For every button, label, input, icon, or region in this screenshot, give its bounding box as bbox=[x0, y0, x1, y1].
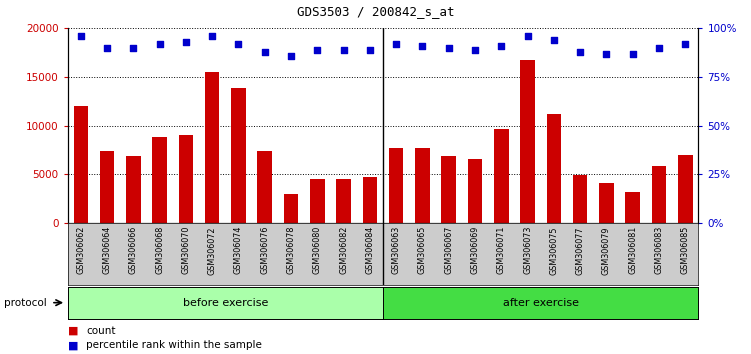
Text: before exercise: before exercise bbox=[182, 298, 268, 308]
Text: protocol: protocol bbox=[4, 298, 47, 308]
Point bbox=[443, 45, 455, 51]
Bar bbox=[363, 177, 377, 223]
Point bbox=[153, 41, 165, 47]
Bar bbox=[152, 137, 167, 223]
Point bbox=[496, 43, 508, 48]
Bar bbox=[678, 155, 692, 223]
Text: GSM306084: GSM306084 bbox=[366, 226, 374, 274]
Point bbox=[626, 51, 638, 56]
Bar bbox=[520, 61, 535, 223]
Text: GSM306074: GSM306074 bbox=[234, 226, 243, 274]
Text: GSM306064: GSM306064 bbox=[103, 226, 111, 274]
Point bbox=[574, 49, 586, 55]
Text: GSM306066: GSM306066 bbox=[129, 226, 137, 274]
Text: GSM306067: GSM306067 bbox=[445, 226, 453, 274]
Text: GSM306063: GSM306063 bbox=[392, 226, 400, 274]
Point bbox=[101, 45, 113, 51]
Point bbox=[311, 47, 323, 52]
Text: count: count bbox=[86, 326, 116, 336]
Point bbox=[233, 41, 245, 47]
Bar bbox=[231, 88, 246, 223]
Bar bbox=[179, 135, 193, 223]
Point bbox=[521, 33, 533, 39]
Text: after exercise: after exercise bbox=[502, 298, 579, 308]
Text: GSM306078: GSM306078 bbox=[287, 226, 295, 274]
Point bbox=[548, 37, 560, 43]
Point bbox=[75, 33, 87, 39]
Text: GSM306080: GSM306080 bbox=[313, 226, 321, 274]
Point bbox=[653, 45, 665, 51]
Point bbox=[258, 49, 270, 55]
Point bbox=[128, 45, 140, 51]
Bar bbox=[74, 106, 88, 223]
Text: GSM306076: GSM306076 bbox=[261, 226, 269, 274]
Text: GSM306083: GSM306083 bbox=[655, 226, 663, 274]
Bar bbox=[205, 72, 219, 223]
Text: GSM306085: GSM306085 bbox=[681, 226, 689, 274]
Point bbox=[180, 39, 192, 45]
Text: GDS3503 / 200842_s_at: GDS3503 / 200842_s_at bbox=[297, 5, 454, 18]
Bar bbox=[389, 148, 403, 223]
Bar bbox=[626, 192, 640, 223]
Text: GSM306081: GSM306081 bbox=[629, 226, 637, 274]
Text: GSM306077: GSM306077 bbox=[576, 226, 584, 275]
Bar bbox=[547, 114, 561, 223]
Text: GSM306082: GSM306082 bbox=[339, 226, 348, 274]
Bar bbox=[442, 156, 456, 223]
Bar bbox=[573, 175, 587, 223]
Bar bbox=[284, 194, 298, 223]
Text: GSM306068: GSM306068 bbox=[155, 226, 164, 274]
Text: GSM306073: GSM306073 bbox=[523, 226, 532, 274]
Bar bbox=[100, 151, 114, 223]
Text: GSM306069: GSM306069 bbox=[471, 226, 479, 274]
Bar bbox=[336, 179, 351, 223]
Point bbox=[469, 47, 481, 52]
Text: GSM306062: GSM306062 bbox=[77, 226, 85, 274]
Text: GSM306070: GSM306070 bbox=[182, 226, 190, 274]
Text: ■: ■ bbox=[68, 326, 78, 336]
Bar bbox=[652, 166, 666, 223]
Bar bbox=[468, 159, 482, 223]
Text: ■: ■ bbox=[68, 340, 78, 350]
Text: GSM306065: GSM306065 bbox=[418, 226, 427, 274]
Bar bbox=[599, 183, 614, 223]
Text: GSM306072: GSM306072 bbox=[208, 226, 216, 275]
Point bbox=[285, 53, 297, 58]
Point bbox=[364, 47, 376, 52]
Bar bbox=[415, 148, 430, 223]
Point bbox=[338, 47, 350, 52]
Text: percentile rank within the sample: percentile rank within the sample bbox=[86, 340, 262, 350]
Bar bbox=[310, 179, 324, 223]
Point bbox=[391, 41, 403, 47]
Point bbox=[600, 51, 612, 56]
Point bbox=[679, 41, 691, 47]
Text: GSM306075: GSM306075 bbox=[550, 226, 558, 275]
Bar bbox=[494, 129, 508, 223]
Text: GSM306079: GSM306079 bbox=[602, 226, 611, 275]
Point bbox=[416, 43, 428, 48]
Bar bbox=[126, 156, 140, 223]
Text: GSM306071: GSM306071 bbox=[497, 226, 505, 274]
Point bbox=[206, 33, 218, 39]
Bar bbox=[258, 151, 272, 223]
